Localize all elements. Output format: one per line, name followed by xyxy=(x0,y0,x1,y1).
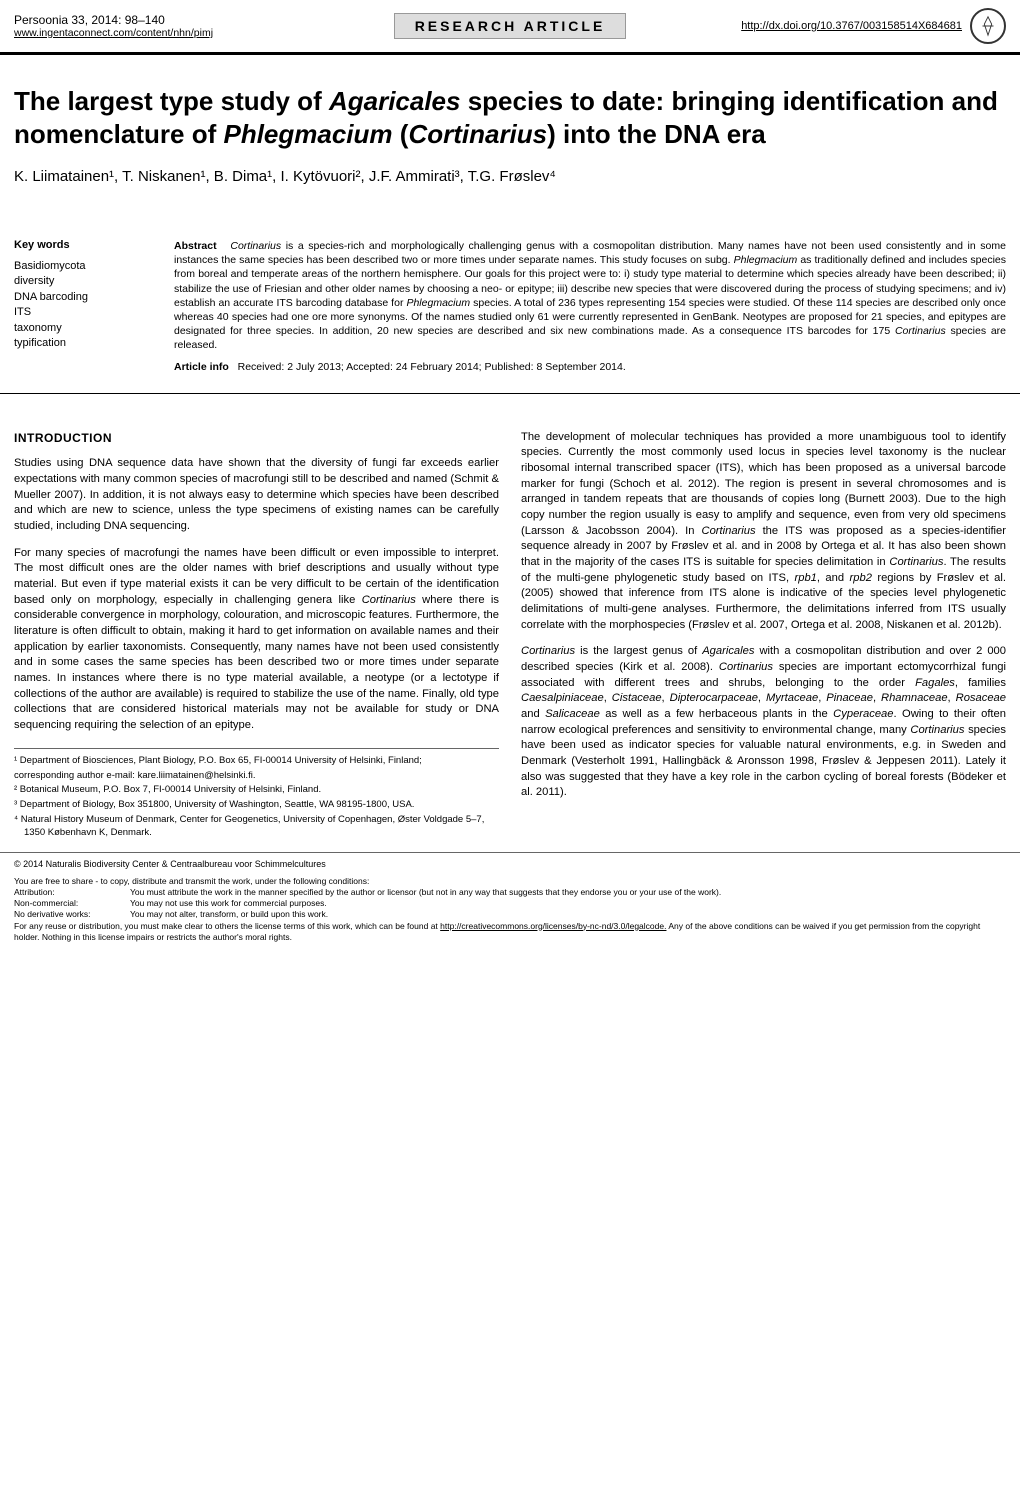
intro-paragraph: For many species of macrofungi the names… xyxy=(14,546,499,734)
keyword-item: taxonomy xyxy=(14,321,144,336)
abstract-text: Abstract Cortinarius is a species-rich a… xyxy=(174,239,1006,352)
journal-info: Persoonia 33, 2014: 98–140 www.ingentaco… xyxy=(14,13,324,39)
header-center: RESEARCH ARTICLE xyxy=(324,13,696,39)
right-column: The development of molecular techniques … xyxy=(521,430,1006,842)
title-italic: Agaricales xyxy=(329,86,461,116)
intro-paragraph: Studies using DNA sequence data have sho… xyxy=(14,456,499,534)
keyword-item: ITS xyxy=(14,305,144,320)
header-right: http://dx.doi.org/10.3767/003158514X6846… xyxy=(696,8,1006,44)
keyword-item: DNA barcoding xyxy=(14,290,144,305)
article-info-text: Received: 2 July 2013; Accepted: 24 Febr… xyxy=(238,361,626,373)
article-info-label: Article info xyxy=(174,361,229,373)
affiliation-item: ³ Department of Biology, Box 351800, Uni… xyxy=(14,799,499,812)
title-block: The largest type study of Agaricales spe… xyxy=(0,55,1020,209)
license-term-text: You may not alter, transform, or build u… xyxy=(130,909,328,920)
keyword-item: diversity xyxy=(14,274,144,289)
abstract-body-lead: Cortinarius xyxy=(230,240,281,252)
license-term-row: Attribution: You must attribute the work… xyxy=(14,887,1006,898)
license-term-label: Attribution: xyxy=(14,887,114,898)
intro-paragraph: The development of molecular techniques … xyxy=(521,430,1006,634)
license-term-label: No derivative works: xyxy=(14,909,114,920)
meta-section: Key words Basidiomycota diversity DNA ba… xyxy=(0,209,1020,394)
license-block: © 2014 Naturalis Biodiversity Center & C… xyxy=(0,852,1020,955)
article-info: Article info Received: 2 July 2013; Acce… xyxy=(174,360,1006,374)
abstract-label: Abstract xyxy=(174,240,217,252)
keywords-list: Basidiomycota diversity DNA barcoding IT… xyxy=(14,259,144,351)
affiliation-item: ¹ Department of Biosciences, Plant Biolo… xyxy=(14,755,499,768)
title-part: The largest type study of xyxy=(14,86,329,116)
keyword-item: typification xyxy=(14,336,144,351)
article-title: The largest type study of Agaricales spe… xyxy=(14,85,1006,150)
license-term-text: You may not use this work for commercial… xyxy=(130,898,327,909)
publisher-seal-icon xyxy=(970,8,1006,44)
journal-url[interactable]: www.ingentaconnect.com/content/nhn/pimj xyxy=(14,27,324,39)
main-body: INTRODUCTION Studies using DNA sequence … xyxy=(0,394,1020,852)
keywords-heading: Key words xyxy=(14,239,144,251)
affiliation-item: ⁴ Natural History Museum of Denmark, Cen… xyxy=(14,814,499,840)
research-article-label: RESEARCH ARTICLE xyxy=(394,13,627,39)
intro-paragraph: Cortinarius is the largest genus of Agar… xyxy=(521,644,1006,801)
license-term-row: Non-commercial: You may not use this wor… xyxy=(14,898,1006,909)
license-term-text: You must attribute the work in the manne… xyxy=(130,887,721,898)
license-footer: For any reuse or distribution, you must … xyxy=(14,921,1006,943)
journal-citation: Persoonia 33, 2014: 98–140 xyxy=(14,13,324,27)
authors-list: K. Liimatainen¹, T. Niskanen¹, B. Dima¹,… xyxy=(14,168,1006,185)
affiliation-item: ² Botanical Museum, P.O. Box 7, FI-00014… xyxy=(14,784,499,797)
title-part: ) into the DNA era xyxy=(547,119,766,149)
title-italic: Phlegmacium xyxy=(223,119,392,149)
title-part: ( xyxy=(393,119,409,149)
license-term-row: No derivative works: You may not alter, … xyxy=(14,909,1006,920)
left-column: INTRODUCTION Studies using DNA sequence … xyxy=(14,430,499,842)
license-link[interactable]: http://creativecommons.org/licenses/by-n… xyxy=(440,921,666,931)
license-term-label: Non-commercial: xyxy=(14,898,114,909)
abstract-body: is a species-rich and morphologically ch… xyxy=(174,240,1006,351)
license-intro: You are free to share - to copy, distrib… xyxy=(14,876,1006,887)
keyword-item: Basidiomycota xyxy=(14,259,144,274)
page-header: Persoonia 33, 2014: 98–140 www.ingentaco… xyxy=(0,0,1020,55)
abstract-column: Abstract Cortinarius is a species-rich a… xyxy=(174,239,1006,383)
copyright-line: © 2014 Naturalis Biodiversity Center & C… xyxy=(14,859,1006,871)
affiliations-block: ¹ Department of Biosciences, Plant Biolo… xyxy=(14,748,499,840)
introduction-heading: INTRODUCTION xyxy=(14,430,499,447)
title-italic: Cortinarius xyxy=(408,119,547,149)
affiliation-item: corresponding author e-mail: kare.liimat… xyxy=(14,770,499,783)
keywords-column: Key words Basidiomycota diversity DNA ba… xyxy=(14,239,144,383)
doi-link[interactable]: http://dx.doi.org/10.3767/003158514X6846… xyxy=(741,20,962,32)
